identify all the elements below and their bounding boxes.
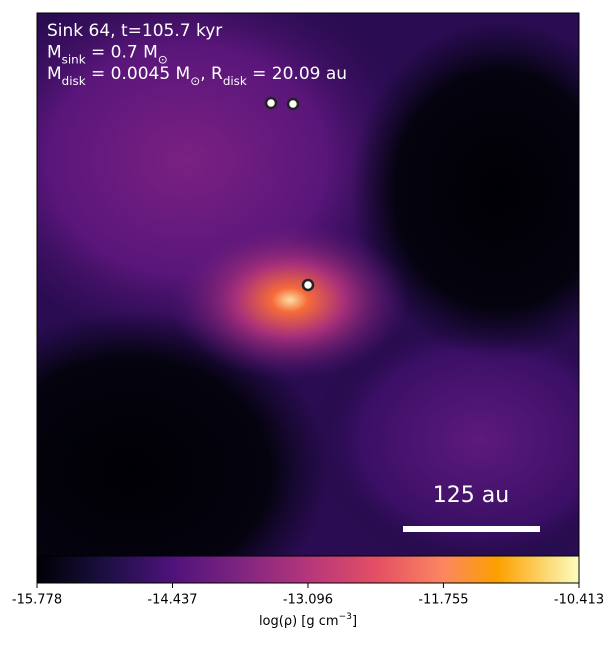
- scale-bar-label: 125 au: [433, 483, 509, 508]
- text-segment: , R: [200, 64, 223, 84]
- tick-label: -13.096: [283, 593, 333, 608]
- scale-bar: [403, 526, 540, 532]
- text-segment: M: [47, 43, 62, 63]
- annotation: Mdisk = 0.0045 M⊙, Rdisk = 20.09 au: [47, 64, 347, 88]
- sink: [301, 278, 315, 292]
- tick-label: -15.778: [12, 593, 62, 608]
- text-segment: ⊙: [158, 52, 168, 66]
- tick-label: -14.437: [147, 593, 197, 608]
- density-field: [37, 13, 579, 556]
- text-segment: ]: [352, 614, 357, 629]
- sink: [286, 97, 300, 111]
- annotation: Msink = 0.7 M⊙: [47, 43, 168, 67]
- sinks: [264, 96, 315, 292]
- text-segment: ⊙: [190, 74, 200, 88]
- text-segment: = 0.7 M: [86, 43, 158, 63]
- sink: [264, 96, 278, 110]
- text-segment: M: [47, 64, 62, 84]
- tick-label: -10.413: [554, 593, 604, 608]
- colorbar-label: log(ρ) [g cm−3]: [259, 612, 357, 629]
- annotation: Sink 64, t=105.7 kyr: [47, 21, 222, 41]
- text-segment: disk: [62, 74, 86, 88]
- text-segment: Sink 64, t=105.7 kyr: [47, 21, 222, 41]
- colorbar: [36, 555, 580, 584]
- text-segment: log(ρ) [g cm: [259, 614, 339, 629]
- tick-label: -11.755: [418, 593, 468, 608]
- colorbar-axis: -15.778 -14.437 -13.096 -11.755 -10.413: [12, 583, 604, 608]
- text-segment: −3: [339, 612, 353, 622]
- text-segment: sink: [62, 52, 86, 66]
- text-segment: disk: [223, 74, 247, 88]
- text-segment: = 20.09 au: [247, 64, 347, 84]
- text-segment: = 0.0045 M: [86, 64, 191, 84]
